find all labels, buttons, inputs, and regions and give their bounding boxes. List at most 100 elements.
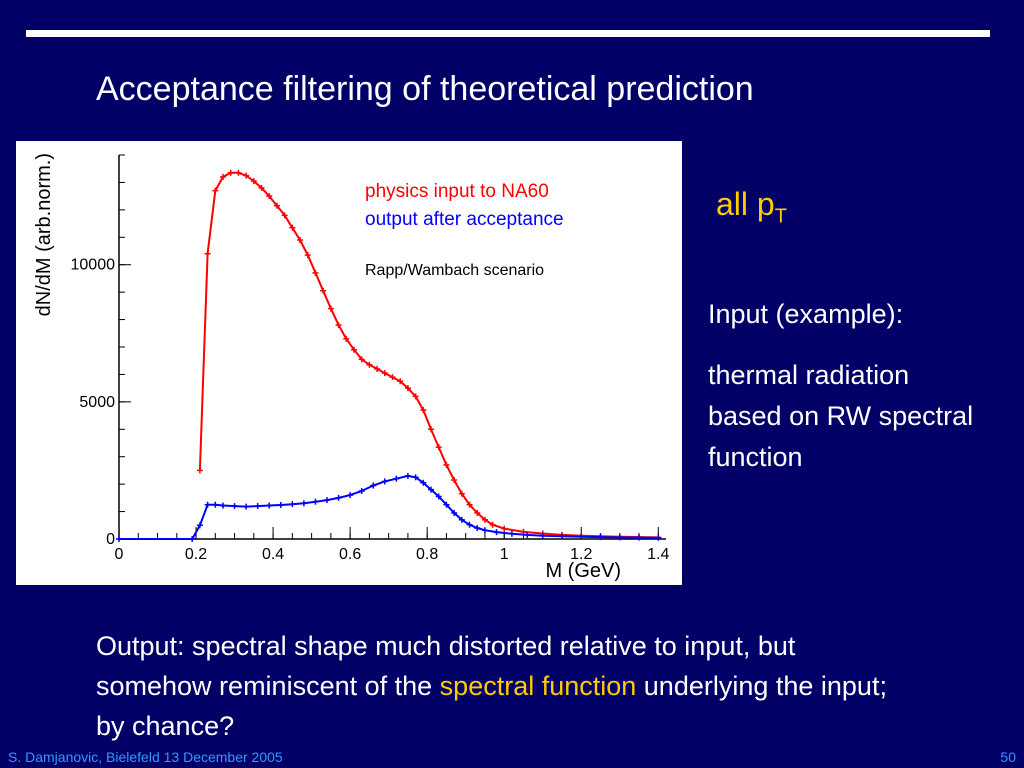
input-data-point bbox=[404, 385, 411, 392]
output-data-point bbox=[493, 529, 500, 536]
output-data-point bbox=[220, 502, 227, 509]
output-data-point bbox=[597, 534, 604, 541]
spectrum-chart: 0 0.2 0.4 0.6 0.8 1 1.2 1.4 0 5000 10000 M (GeV) d… bbox=[33, 153, 670, 582]
output-text-highlight: spectral function bbox=[439, 671, 637, 701]
output-data-point bbox=[254, 503, 261, 510]
output-data-point bbox=[428, 486, 435, 493]
input-data-point bbox=[335, 322, 342, 329]
x-tick-label: 0.4 bbox=[262, 546, 284, 563]
output-data-point bbox=[324, 497, 331, 504]
output-data-point bbox=[508, 530, 515, 537]
input-data-point bbox=[204, 250, 211, 257]
output-data-point bbox=[578, 533, 585, 540]
input-data-point bbox=[343, 335, 350, 342]
output-data-point bbox=[636, 534, 643, 541]
input-data-point bbox=[196, 467, 203, 474]
input-data-point bbox=[212, 187, 219, 194]
x-tick-label: 0.2 bbox=[185, 546, 207, 563]
output-data-point bbox=[312, 498, 319, 505]
input-data-point bbox=[489, 521, 496, 528]
input-data-point bbox=[350, 346, 357, 353]
input-data-point bbox=[220, 173, 227, 180]
y-tick-label: 0 bbox=[106, 531, 115, 548]
output-data-point bbox=[558, 533, 565, 540]
output-data-point bbox=[655, 534, 662, 541]
input-data-point bbox=[312, 269, 319, 276]
slide-number: 50 bbox=[1000, 749, 1016, 765]
output-data-point bbox=[474, 525, 481, 532]
x-axis-label: M (GeV) bbox=[545, 560, 621, 582]
x-tick-label: 0 bbox=[115, 546, 124, 563]
input-data-point bbox=[250, 178, 257, 185]
output-data-point bbox=[404, 472, 411, 479]
output-data-point bbox=[231, 503, 238, 510]
output-data-point bbox=[204, 501, 211, 508]
scenario-annotation: Rapp/Wambach scenario bbox=[365, 262, 544, 279]
output-data-point bbox=[524, 531, 531, 538]
input-data-point bbox=[412, 393, 419, 400]
output-data-point bbox=[358, 488, 365, 494]
input-data-point bbox=[443, 461, 450, 468]
output-data-point bbox=[435, 493, 442, 500]
output-data-point bbox=[243, 503, 250, 510]
input-data-point bbox=[227, 169, 234, 176]
input-data-point bbox=[358, 356, 365, 363]
ticks: 0 0.2 0.4 0.6 0.8 1 1.2 1.4 0 5000 10000 bbox=[71, 154, 670, 563]
input-data-point bbox=[366, 361, 373, 368]
series-layer bbox=[116, 169, 662, 542]
input-data-point bbox=[466, 501, 473, 508]
x-tick-label: 1.4 bbox=[647, 546, 669, 563]
input-data-point bbox=[281, 212, 288, 219]
input-data-point bbox=[458, 490, 465, 497]
pt-label: all pT bbox=[716, 186, 787, 228]
series-output-line bbox=[119, 474, 659, 540]
input-data-point bbox=[420, 407, 427, 414]
output-text-post: underlying the input; by chance? bbox=[96, 671, 887, 741]
input-data-point bbox=[501, 525, 508, 532]
series-input-line bbox=[198, 171, 659, 539]
pt-label-subscript: T bbox=[774, 205, 787, 228]
input-data-point bbox=[289, 224, 296, 231]
input-description: thermal radiation based on RW spectral f… bbox=[708, 360, 974, 472]
input-data-point bbox=[327, 305, 334, 312]
output-data-point bbox=[347, 492, 354, 499]
output-data-point bbox=[277, 501, 284, 508]
input-data-point bbox=[258, 184, 265, 191]
output-data-point bbox=[466, 521, 473, 528]
y-tick-label: 10000 bbox=[71, 257, 116, 274]
x-tick-label: 1.2 bbox=[570, 546, 592, 563]
output-data-point bbox=[212, 501, 219, 508]
input-data-point bbox=[381, 370, 388, 377]
output-data-point bbox=[458, 516, 465, 523]
input-data-point bbox=[235, 169, 242, 176]
output-data-point bbox=[116, 536, 122, 542]
input-data-point bbox=[243, 172, 250, 179]
output-data-point bbox=[451, 509, 458, 516]
input-data-point bbox=[304, 252, 311, 259]
input-data-point bbox=[266, 193, 273, 200]
legend-entry-output: output after acceptance bbox=[365, 209, 564, 230]
output-data-point bbox=[443, 501, 450, 508]
input-heading: Input (example): bbox=[708, 299, 904, 329]
output-data-point bbox=[266, 502, 273, 509]
input-data-point bbox=[273, 202, 280, 209]
output-data-point bbox=[370, 482, 377, 489]
output-data-point bbox=[189, 536, 196, 542]
output-data-point bbox=[393, 475, 400, 482]
output-data-point bbox=[616, 534, 623, 541]
input-data-point bbox=[389, 374, 396, 381]
output-data-point bbox=[481, 527, 488, 534]
input-data-point bbox=[320, 287, 327, 294]
footer-author: S. Damjanovic, Bielefeld 13 December 200… bbox=[8, 749, 283, 765]
input-data-point bbox=[474, 509, 481, 516]
input-data-point bbox=[374, 365, 381, 372]
input-data-point bbox=[435, 444, 442, 451]
legend-entry-input: physics input to NA60 bbox=[365, 181, 549, 202]
output-data-point bbox=[412, 474, 419, 481]
output-data-point bbox=[420, 479, 427, 486]
output-data-point bbox=[335, 494, 342, 501]
top-rule bbox=[26, 30, 990, 37]
output-data-point bbox=[300, 500, 307, 507]
pt-label-main: all p bbox=[716, 186, 775, 222]
output-data-point bbox=[196, 522, 203, 529]
